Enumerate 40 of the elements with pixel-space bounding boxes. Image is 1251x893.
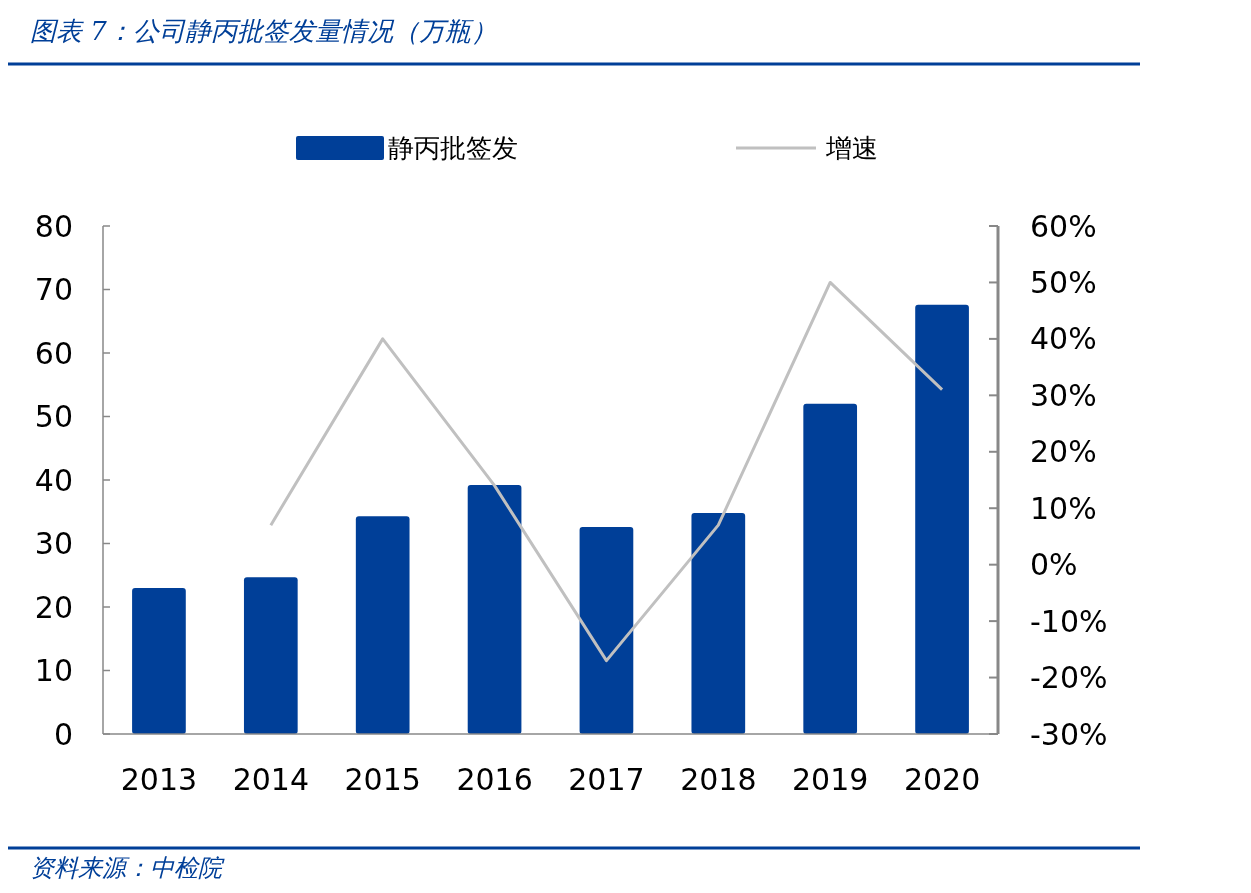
bar <box>915 304 969 734</box>
x-tick-label: 2016 <box>456 762 533 797</box>
y2-tick-label: 30% <box>1030 377 1097 413</box>
x-tick-label: 2018 <box>680 762 757 797</box>
bar <box>691 513 746 734</box>
bar <box>467 485 522 734</box>
y-tick-label: 60 <box>34 335 73 371</box>
y-tick-label: 20 <box>34 589 73 625</box>
y2-tick-label: 40% <box>1030 321 1097 357</box>
y2-tick-label: 50% <box>1030 264 1097 300</box>
y2-tick-label: -20% <box>1030 660 1108 696</box>
y-tick-label: 30 <box>34 526 73 561</box>
bar <box>355 516 410 734</box>
y-tick-label: 0 <box>53 716 73 752</box>
text: 资料来源：中检院 <box>30 854 225 882</box>
y-tick-label: 80 <box>34 208 73 244</box>
x-tick-label: 2015 <box>344 762 421 797</box>
x-tick-label: 2020 <box>903 762 981 797</box>
chart-title: 图表 7：公司静丙批签发量情况（万瓶） <box>30 16 497 46</box>
y-tick-label: 10 <box>34 653 73 688</box>
y2-tick-label: 20% <box>1030 434 1097 470</box>
x-tick-label: 2013 <box>120 762 198 797</box>
x-tick-label: 2017 <box>568 762 645 797</box>
y2-tick-label: 0% <box>1030 547 1078 583</box>
y2-tick-label: 60% <box>1030 208 1097 244</box>
y2-tick-label: 10% <box>1030 490 1097 526</box>
y2-tick-label: -10% <box>1030 603 1108 639</box>
line-series <box>269 280 944 663</box>
x-tick-label: 2014 <box>232 762 309 797</box>
y-tick-label: 50 <box>34 399 73 434</box>
y2-tick-label: -30% <box>1030 716 1108 752</box>
bar <box>579 526 634 734</box>
bar <box>132 587 186 734</box>
legend-label: 增速 <box>825 133 878 164</box>
bar <box>243 577 298 734</box>
legend-label: 静丙批签发 <box>388 133 518 164</box>
bar <box>803 403 858 734</box>
y-tick-label: 70 <box>34 272 73 307</box>
y-tick-label: 40 <box>34 462 73 498</box>
x-tick-label: 2019 <box>792 762 869 797</box>
